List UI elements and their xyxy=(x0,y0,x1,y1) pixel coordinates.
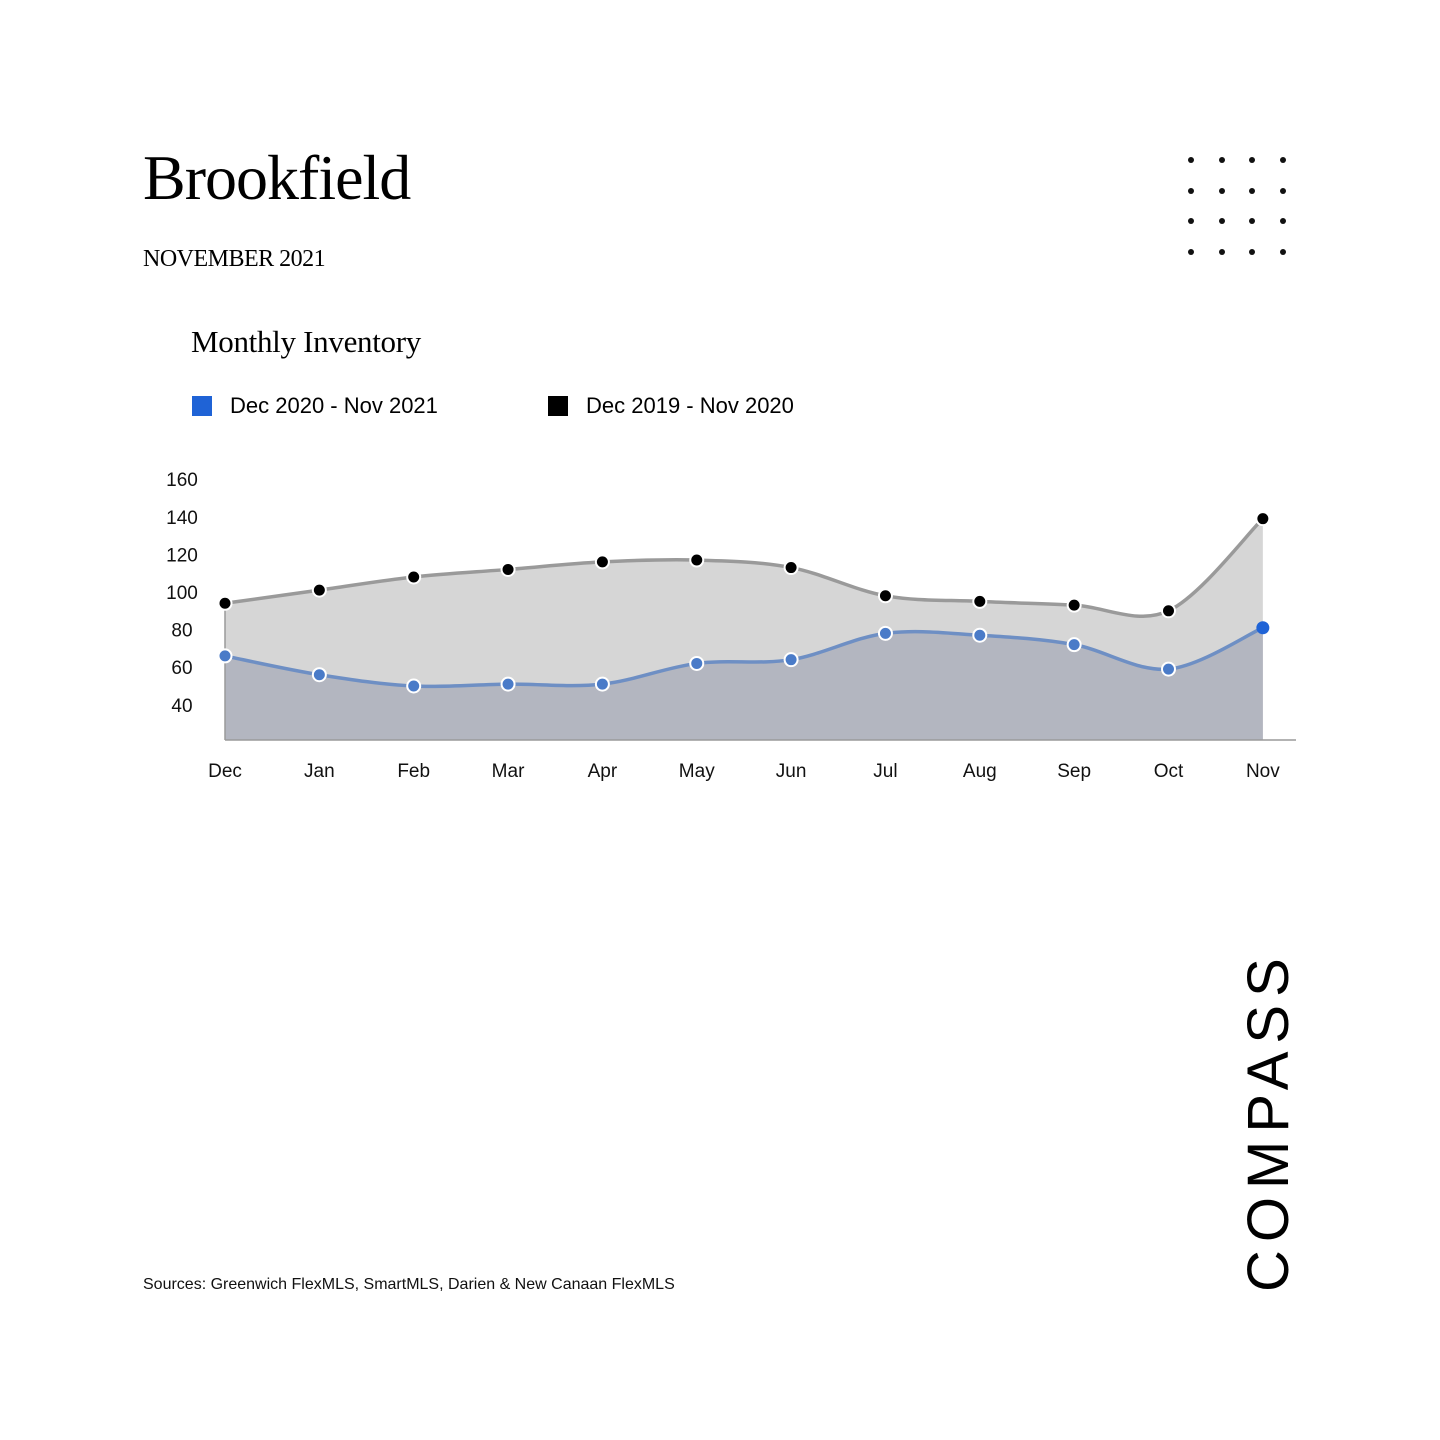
y-tick-label: 40 xyxy=(171,696,192,717)
x-tick-label: May xyxy=(679,761,715,782)
legend-item-prior: Dec 2019 - Nov 2020 xyxy=(548,393,794,419)
legend-swatch-current xyxy=(192,396,212,416)
x-tick-label: Oct xyxy=(1154,761,1184,782)
current-point-jun xyxy=(783,652,799,668)
legend-label-current: Dec 2020 - Nov 2021 xyxy=(230,393,438,418)
sources-note: Sources: Greenwich FlexMLS, SmartMLS, Da… xyxy=(143,1276,675,1293)
current-point-feb xyxy=(406,678,422,694)
x-tick-label: Jun xyxy=(776,761,807,782)
prior-point-apr xyxy=(594,554,610,570)
y-tick-label: 120 xyxy=(166,545,198,566)
prior-point-sep xyxy=(1066,597,1082,613)
current-point-nov xyxy=(1256,621,1270,635)
x-tick-label: Apr xyxy=(588,761,618,782)
x-tick-label: Mar xyxy=(492,761,525,782)
page-title: Brookfield xyxy=(143,142,411,213)
compass-logo: COMPASS xyxy=(1236,950,1301,1292)
prior-point-dec xyxy=(217,595,233,611)
prior-point-may xyxy=(689,552,705,568)
x-tick-label: Sep xyxy=(1057,761,1091,782)
current-point-dec xyxy=(217,648,233,664)
legend-swatch-prior xyxy=(548,396,568,416)
prior-point-jul xyxy=(877,588,893,604)
y-tick-label: 160 xyxy=(166,470,198,491)
current-point-sep xyxy=(1066,637,1082,653)
x-tick-label: Dec xyxy=(208,761,242,782)
legend-item-current: Dec 2020 - Nov 2021 xyxy=(192,393,438,419)
y-tick-label: 80 xyxy=(171,621,192,642)
prior-point-jan xyxy=(311,582,327,598)
x-tick-label: Jan xyxy=(304,761,335,782)
y-tick-label: 140 xyxy=(166,508,198,529)
chart-title: Monthly Inventory xyxy=(191,324,421,359)
current-point-may xyxy=(689,655,705,671)
prior-point-feb xyxy=(406,569,422,585)
current-point-jan xyxy=(311,667,327,683)
current-point-aug xyxy=(972,627,988,643)
current-point-mar xyxy=(500,676,516,692)
x-tick-label: Nov xyxy=(1246,761,1280,782)
x-tick-label: Jul xyxy=(873,761,897,782)
page-subtitle: NOVEMBER 2021 xyxy=(143,246,326,272)
x-tick-label: Feb xyxy=(397,761,430,782)
current-point-apr xyxy=(594,676,610,692)
prior-point-mar xyxy=(500,561,516,577)
prior-point-jun xyxy=(783,560,799,576)
inventory-chart: 160 140 120 100 80 60 40 Dec Jan Feb Mar Apr May Jun J… xyxy=(166,470,1296,782)
current-point-oct xyxy=(1161,661,1176,677)
prior-point-nov xyxy=(1255,511,1271,527)
current-point-jul xyxy=(877,625,893,641)
y-tick-label: 100 xyxy=(166,583,198,604)
prior-point-aug xyxy=(972,593,988,609)
x-tick-label: Aug xyxy=(963,761,997,782)
legend-label-prior: Dec 2019 - Nov 2020 xyxy=(586,393,794,418)
y-tick-label: 60 xyxy=(171,658,192,679)
current-series-area xyxy=(225,627,1263,740)
prior-point-oct xyxy=(1161,603,1176,619)
